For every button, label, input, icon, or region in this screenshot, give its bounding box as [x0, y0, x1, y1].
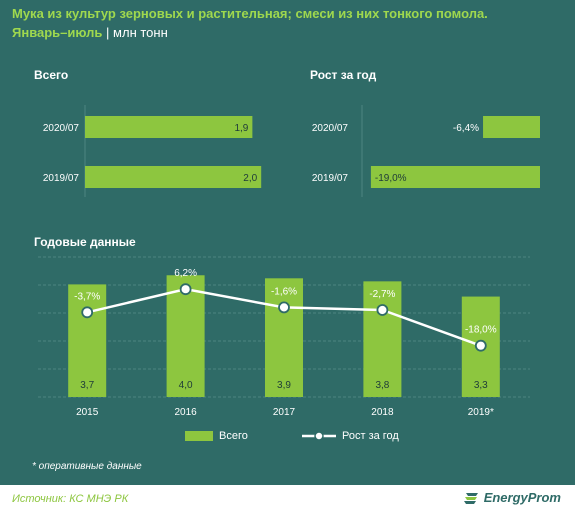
annual-bar-label: 3,9 — [277, 380, 291, 391]
chart-title: Мука из культур зерновых и растительная;… — [12, 6, 488, 21]
annual-bar-label: 3,3 — [474, 380, 488, 391]
panel-total-bar-label: 2,0 — [243, 173, 257, 184]
annual-bar-label: 3,8 — [375, 380, 389, 391]
annual-title: Годовые данные — [34, 235, 136, 249]
brand-logo: EnergyProm — [463, 490, 561, 505]
growth-point — [278, 301, 290, 314]
energyprom-logo-icon — [463, 492, 478, 504]
annual-bar-label: 3,7 — [80, 380, 94, 391]
panel-growth-bar-label: -6,4% — [453, 123, 479, 134]
growth-point — [376, 304, 389, 316]
panel-total-title: Всего — [34, 68, 68, 82]
logo-text: EnergyProm — [483, 490, 561, 505]
growth-point — [81, 306, 94, 319]
legend-item-total: Всего — [185, 430, 248, 442]
panel-total-bar — [85, 166, 262, 188]
legend-item-growth: Рост за год — [302, 430, 399, 442]
legend-growth-label: Рост за год — [342, 430, 399, 442]
legend-line-icon — [302, 431, 336, 441]
panel-growth-bar-label: -19,0% — [375, 173, 407, 184]
annual-category: 2018 — [371, 407, 394, 418]
growth-point — [179, 283, 192, 296]
annual-category: 2016 — [174, 407, 197, 418]
panel-growth-bar — [483, 116, 540, 138]
annual-category: 2017 — [273, 407, 296, 418]
annual-bar-label: 4,0 — [179, 380, 193, 391]
panel-growth-category: 2019/07 — [312, 173, 349, 184]
panel-total-bar — [85, 116, 253, 138]
annual-bar — [166, 275, 205, 397]
legend-bar-swatch — [185, 431, 213, 441]
panel-growth-bar — [370, 166, 540, 188]
annual-bar — [68, 284, 107, 397]
panel-total-category: 2020/07 — [43, 123, 80, 134]
growth-point-label: -1,6% — [271, 286, 297, 297]
annual-category: 2015 — [76, 407, 99, 418]
growth-point-label: -18,0% — [465, 325, 497, 336]
source-text: Источник: КС МНЭ РК — [12, 493, 129, 505]
growth-point — [474, 339, 487, 352]
chart-canvas: Всего 2020/07 1,9 2019/07 2,0 Рост за год 2020… — [34, 68, 540, 418]
chart-subtitle: Январь–июль | млн тонн — [12, 25, 168, 40]
footer-bar: Источник: КС МНЭ РК EnergyProm — [0, 485, 575, 513]
period-label: Январь–июль — [12, 25, 103, 40]
panel-growth-title: Рост за год — [310, 68, 377, 82]
panel-growth-category: 2020/07 — [312, 123, 349, 134]
footnote: * оперативные данные — [32, 461, 142, 472]
panel-total-category: 2019/07 — [43, 173, 80, 184]
growth-point-label: -3,7% — [74, 291, 100, 302]
annual-bar — [363, 281, 402, 397]
growth-point-label: 6,2% — [174, 268, 197, 279]
growth-point-label: -2,7% — [369, 289, 395, 300]
legend-total-label: Всего — [219, 430, 248, 442]
annual-category: 2019* — [468, 407, 494, 418]
unit-label: млн тонн — [113, 25, 168, 40]
annual-bar — [265, 278, 303, 397]
separator: | — [102, 25, 114, 40]
panel-total-bar-label: 1,9 — [234, 123, 248, 134]
